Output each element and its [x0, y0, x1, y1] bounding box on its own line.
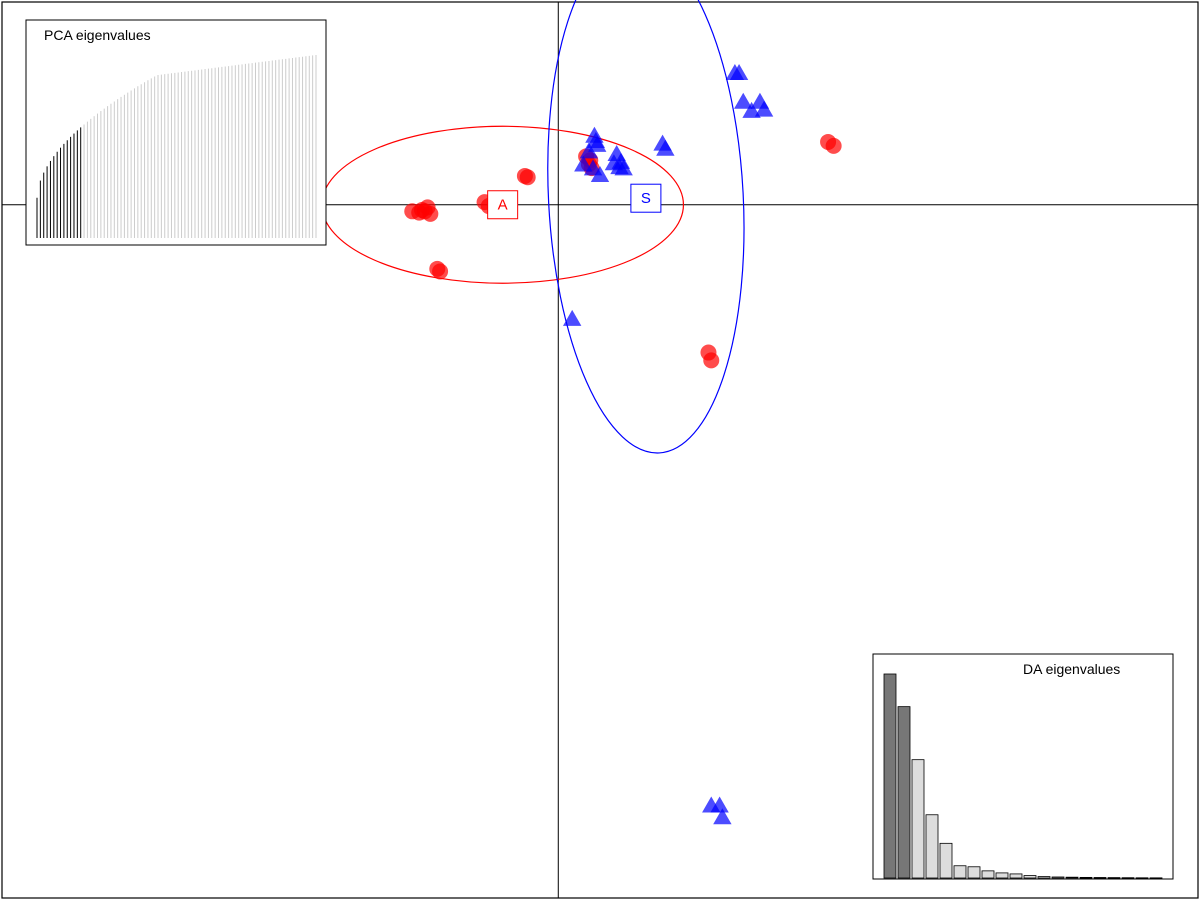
- pca-inset-title: PCA eigenvalues: [44, 27, 151, 43]
- point-s: [562, 309, 582, 326]
- da-bars: [883, 673, 1163, 880]
- da-bar: [1037, 876, 1051, 879]
- group-label-s: S: [641, 190, 651, 207]
- da-bar: [883, 673, 897, 879]
- point-a: [703, 352, 720, 369]
- point-s: [754, 100, 774, 117]
- point-s: [742, 101, 761, 118]
- da-bar: [1093, 877, 1107, 879]
- da-inset-title: DA eigenvalues: [1023, 661, 1120, 677]
- point-s: [590, 165, 610, 182]
- da-bar: [1107, 877, 1121, 879]
- da-bar: [1135, 877, 1149, 879]
- da-bar: [911, 759, 925, 879]
- point-a: [432, 263, 449, 280]
- da-eigenvalues-inset: DA eigenvalues: [872, 653, 1174, 880]
- da-bar: [1023, 875, 1037, 879]
- da-bar: [1121, 877, 1135, 879]
- ellipse-s: [547, 0, 745, 454]
- da-bar: [953, 865, 967, 879]
- point-s: [713, 808, 732, 825]
- point-a: [519, 169, 536, 186]
- da-bar: [1051, 876, 1065, 879]
- point-s: [579, 142, 599, 159]
- group-label-a: A: [498, 197, 508, 214]
- point-s: [586, 131, 606, 148]
- point-a: [422, 205, 439, 222]
- pca-bars: [36, 55, 317, 238]
- da-bar: [995, 872, 1009, 879]
- point-s: [574, 155, 593, 172]
- point-s: [653, 134, 672, 151]
- point-s: [610, 158, 629, 175]
- da-bar: [1065, 876, 1079, 879]
- data-points: [404, 63, 842, 825]
- pca-eigenvalues-inset: PCA eigenvalues: [25, 19, 327, 246]
- group-label-box-a: [487, 190, 519, 220]
- da-bar: [981, 870, 995, 879]
- point-a: [825, 137, 842, 154]
- da-bar: [1079, 876, 1093, 879]
- da-bar: [1149, 877, 1163, 880]
- da-bar: [897, 706, 911, 879]
- da-bar: [925, 814, 939, 879]
- point-s: [729, 63, 749, 80]
- da-bar: [967, 866, 981, 879]
- group-label-box-s: [630, 183, 662, 213]
- point-s: [734, 92, 753, 109]
- da-bar: [1009, 873, 1023, 879]
- da-bar: [939, 842, 953, 879]
- point-s: [710, 796, 729, 813]
